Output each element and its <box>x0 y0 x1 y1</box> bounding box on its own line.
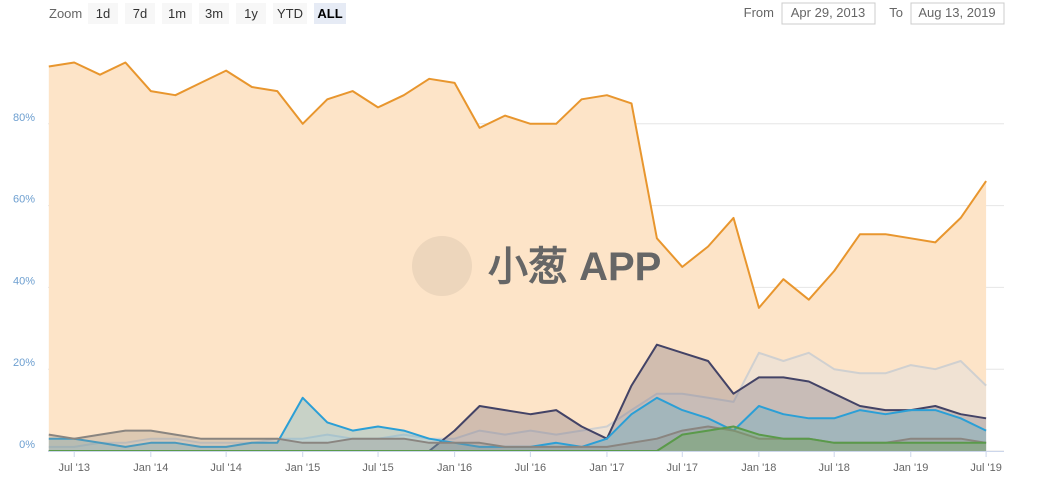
area-fill <box>48 352 987 451</box>
zoom-button-label[interactable]: 1d <box>96 6 110 21</box>
zoom-button-label[interactable]: YTD <box>277 6 303 21</box>
y-tick-label: 40% <box>13 275 35 287</box>
zoom-button-bg[interactable] <box>199 3 229 24</box>
zoom-button[interactable]: YTD <box>273 3 307 24</box>
x-tick-label: Jan '19 <box>893 462 928 474</box>
zoom-buttons: 1d 7d 1m 3m 1y YTD ALL <box>88 3 346 24</box>
x-tick-label: Jul '14 <box>210 462 241 474</box>
x-tick-label: Jul '17 <box>667 462 698 474</box>
zoom-button-bg[interactable] <box>162 3 192 24</box>
y-tick-label: 0% <box>19 439 35 451</box>
from-input[interactable]: Apr 29, 2013 <box>791 5 865 20</box>
x-tick-label: Jul '16 <box>515 462 546 474</box>
zoom-label: Zoom <box>49 6 82 21</box>
plot <box>48 61 987 452</box>
x-tick-label: Jul '15 <box>362 462 393 474</box>
x-tick-label: Jul '13 <box>58 462 89 474</box>
series-line <box>48 351 987 448</box>
x-tick-label: Jan '14 <box>133 462 168 474</box>
zoom-button[interactable]: ALL <box>314 3 346 24</box>
zoom-button[interactable]: 7d <box>125 3 155 24</box>
to-label: To <box>889 5 903 20</box>
from-label: From <box>744 5 774 20</box>
x-tick-label: Jan '18 <box>741 462 776 474</box>
zoom-button-label[interactable]: ALL <box>317 6 342 21</box>
zoom-button-bg[interactable] <box>125 3 155 24</box>
watermark-icon <box>412 236 472 296</box>
zoom-button[interactable]: 1m <box>162 3 192 24</box>
y-tick-label: 20% <box>13 357 35 369</box>
zoom-button-bg[interactable] <box>236 3 266 24</box>
x-tick-label: Jan '16 <box>437 462 472 474</box>
zoom-button[interactable]: 1y <box>236 3 266 24</box>
area-fill <box>48 397 987 451</box>
zoom-button-bg[interactable] <box>273 3 307 24</box>
zoom-button-bg[interactable] <box>88 3 118 24</box>
area-fill <box>48 344 987 451</box>
y-tick-label: 80% <box>13 112 35 124</box>
x-tick-label: Jan '17 <box>589 462 624 474</box>
to-input[interactable]: Aug 13, 2019 <box>918 5 995 20</box>
to-input-box[interactable] <box>910 2 1005 25</box>
axes: 0% 20% 40% 60% 80% Jul '13 Jan '14 Jul '14 Jan '… <box>13 112 1004 474</box>
zoom-button-label[interactable]: 1m <box>168 6 186 21</box>
zoom-button-label[interactable]: 3m <box>205 6 223 21</box>
zoom-button-bg[interactable] <box>314 3 346 24</box>
x-tick-label: Jul '18 <box>818 462 849 474</box>
zoom-button-label[interactable]: 1y <box>244 6 258 21</box>
zoom-button[interactable]: 1d <box>88 3 118 24</box>
series-line <box>48 61 987 309</box>
x-tick-label: Jul '19 <box>970 462 1001 474</box>
area-fill <box>48 426 987 451</box>
x-tick-label: Jan '15 <box>285 462 320 474</box>
y-tick-label: 60% <box>13 194 35 206</box>
area-fill <box>48 62 987 451</box>
zoom-button[interactable]: 3m <box>199 3 229 24</box>
zoom-button-label[interactable]: 7d <box>133 6 147 21</box>
from-input-box[interactable] <box>781 2 876 25</box>
watermark: 小葱 APP <box>488 245 661 289</box>
